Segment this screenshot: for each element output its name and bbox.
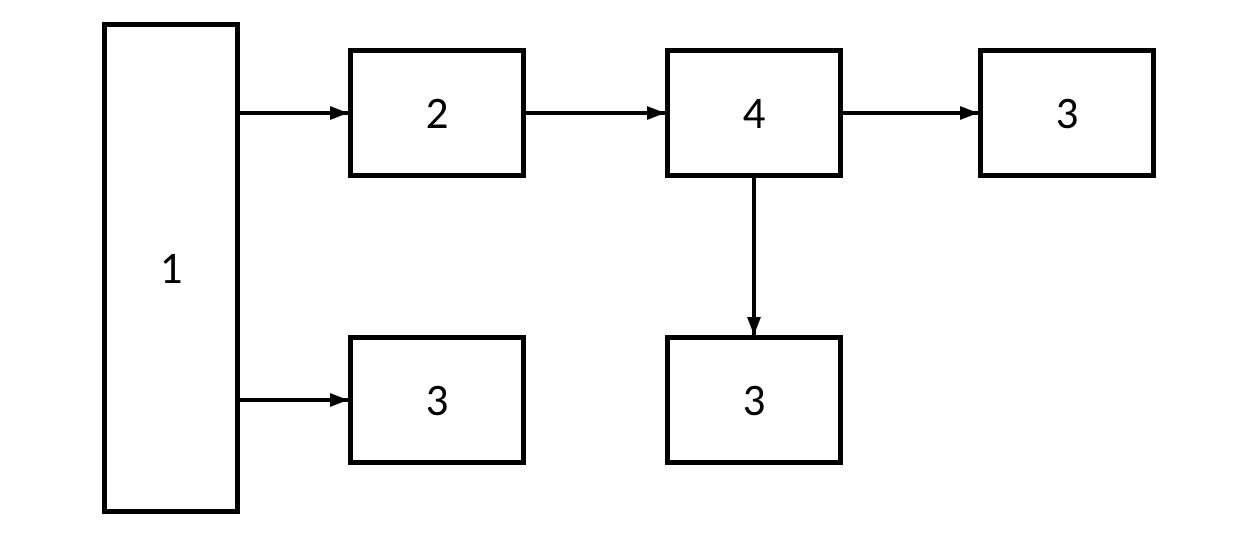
node-n3b: 3 bbox=[348, 335, 526, 465]
node-n2: 2 bbox=[348, 48, 526, 178]
node-n1: 1 bbox=[102, 22, 240, 514]
node-n3a: 3 bbox=[978, 48, 1156, 178]
node-label: 1 bbox=[160, 241, 183, 296]
node-label: 2 bbox=[426, 86, 449, 141]
node-label: 3 bbox=[743, 373, 766, 428]
node-n4: 4 bbox=[665, 48, 843, 178]
diagram-canvas: 1 2 4 3 3 3 bbox=[0, 0, 1240, 554]
node-n3c: 3 bbox=[665, 335, 843, 465]
node-label: 4 bbox=[743, 86, 766, 141]
node-label: 3 bbox=[426, 373, 449, 428]
node-label: 3 bbox=[1056, 86, 1079, 141]
